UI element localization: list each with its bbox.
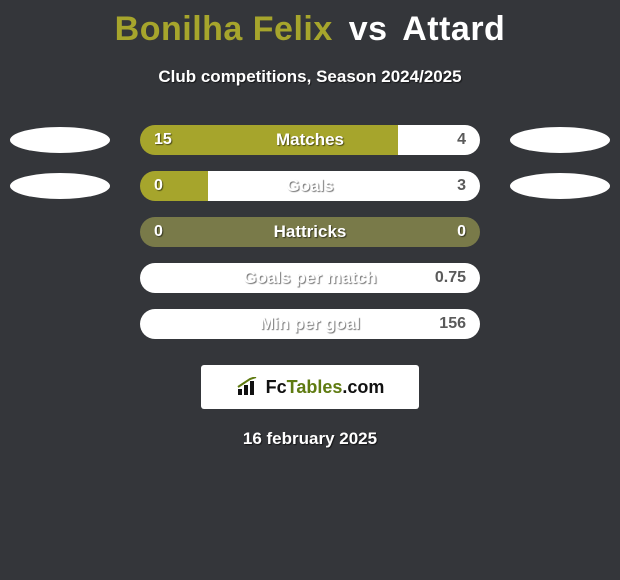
player2-avatar-oval bbox=[510, 127, 610, 153]
bar-value-left bbox=[140, 309, 168, 339]
logo-chart-icon bbox=[236, 377, 260, 397]
bar-value-right: 3 bbox=[443, 171, 480, 201]
bar-value-left bbox=[140, 263, 168, 293]
bar-track: 156Min per goal bbox=[140, 309, 480, 339]
comparison-widget: Bonilha Felix vs Attard Club competition… bbox=[0, 0, 620, 580]
vs-label: vs bbox=[349, 10, 388, 48]
bar-row: 0.75Goals per match bbox=[0, 263, 620, 293]
bar-track: 03Goals bbox=[140, 171, 480, 201]
player1-name: Bonilha Felix bbox=[115, 10, 333, 48]
bar-row: 154Matches bbox=[0, 125, 620, 155]
logo-prefix: Fc bbox=[266, 377, 287, 397]
bar-row: 00Hattricks bbox=[0, 217, 620, 247]
logo-box[interactable]: FcTables.com bbox=[201, 365, 419, 409]
bar-track: 154Matches bbox=[140, 125, 480, 155]
bar-value-right: 4 bbox=[443, 125, 480, 155]
bar-value-left: 15 bbox=[140, 125, 186, 155]
bar-value-right: 0.75 bbox=[421, 263, 480, 293]
logo-suffix: .com bbox=[342, 377, 384, 397]
date-line: 16 february 2025 bbox=[0, 429, 620, 449]
logo-mid: Tables bbox=[287, 377, 343, 397]
bar-row: 03Goals bbox=[0, 171, 620, 201]
bar-row: 156Min per goal bbox=[0, 309, 620, 339]
bar-track: 00Hattricks bbox=[140, 217, 480, 247]
logo-text: FcTables.com bbox=[266, 377, 385, 398]
subtitle: Club competitions, Season 2024/2025 bbox=[0, 67, 620, 87]
bar-value-left: 0 bbox=[140, 217, 177, 247]
bar-segment-left bbox=[140, 217, 480, 247]
bar-track: 0.75Goals per match bbox=[140, 263, 480, 293]
comparison-bars: 154Matches03Goals00Hattricks0.75Goals pe… bbox=[0, 125, 620, 339]
page-title: Bonilha Felix vs Attard bbox=[0, 0, 620, 49]
player2-name: Attard bbox=[402, 10, 505, 48]
player1-avatar-oval bbox=[10, 173, 110, 199]
bar-value-left: 0 bbox=[140, 171, 177, 201]
player1-avatar-oval bbox=[10, 127, 110, 153]
player2-avatar-oval bbox=[510, 173, 610, 199]
bar-value-right: 156 bbox=[425, 309, 480, 339]
bar-value-right: 0 bbox=[443, 217, 480, 247]
bar-segment-right bbox=[208, 171, 480, 201]
